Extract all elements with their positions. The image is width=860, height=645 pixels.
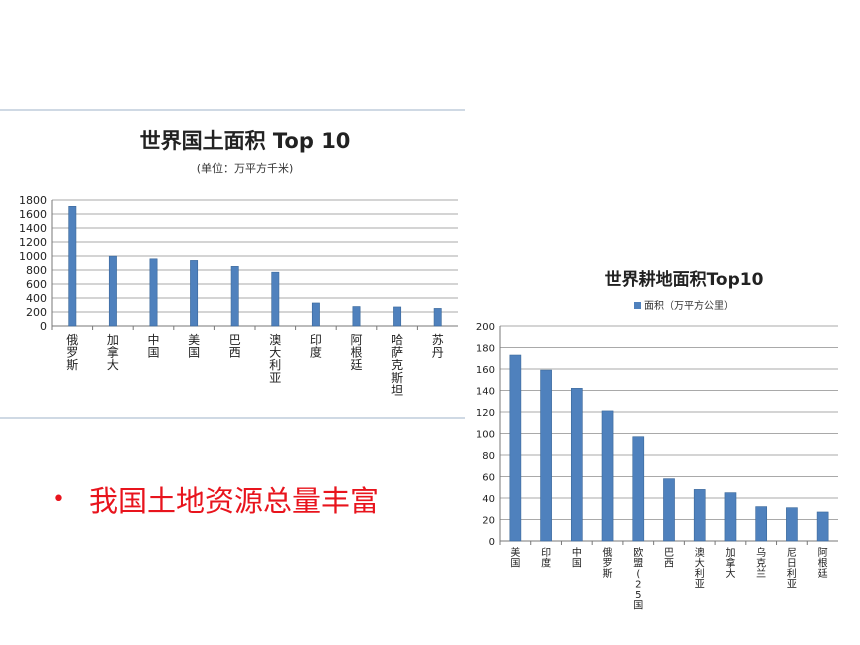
chart1-y-tick-label: 1200 — [19, 236, 47, 249]
chart1-y-tick-label: 800 — [26, 264, 47, 277]
chart2-category-label: 俄罗斯 — [603, 547, 613, 580]
chart1-bar — [272, 272, 279, 326]
land-area-chart: 世界国土面积 Top 10 (单位：万平方千米) 020040060080010… — [0, 100, 465, 420]
chart2-y-tick-label: 80 — [482, 451, 495, 462]
chart2-y-tick-label: 160 — [476, 365, 495, 376]
chart2-bar — [725, 493, 736, 541]
chart1-y-tick-label: 1400 — [19, 222, 47, 235]
arable-land-chart: 世界耕地面积Top10 面积（万平方公里） 0 20 40 60 80 100 120 140… — [462, 255, 847, 610]
chart1-bar — [312, 303, 319, 326]
chart1-y-tick-label: 1800 — [19, 194, 47, 207]
chart1-bar — [150, 259, 157, 326]
chart1-category-label: 中国 — [147, 332, 159, 360]
chart2-bar — [510, 355, 521, 541]
chart1-category-label: 阿根廷 — [350, 333, 362, 372]
chart1-y-tick-label: 1600 — [19, 208, 47, 221]
chart2-y-tick-label: 20 — [482, 516, 495, 527]
bullet-dot: • — [52, 487, 65, 512]
chart1-subtitle: (单位：万平方千米) — [197, 161, 294, 175]
chart2-y-tick-label: 180 — [476, 344, 495, 355]
chart2-category-label: 美国 — [510, 546, 520, 570]
chart2-category-label: 中国 — [572, 546, 582, 570]
bullet-text: 我国土地资源总量丰富 — [89, 478, 379, 520]
chart1-category-label: 澳大利亚 — [269, 333, 281, 385]
chart2-bar — [786, 508, 797, 541]
chart2-y-tick-label: 140 — [476, 387, 495, 398]
chart1-title: 世界国土面积 Top 10 — [140, 129, 351, 153]
bullet-point: • 我国土地资源总量丰富 — [52, 478, 379, 520]
chart2-y-tick-label: 60 — [482, 473, 495, 484]
chart2-y-tick-label: 120 — [476, 408, 495, 419]
chart1-category-label: 巴西 — [229, 333, 241, 360]
chart1-bar — [353, 307, 360, 326]
chart1-category-label: 苏丹 — [432, 333, 444, 360]
chart1-category-label: 印度 — [310, 333, 322, 360]
chart1-bar — [109, 256, 116, 326]
chart1-category-label: 美国 — [188, 333, 200, 360]
chart1-y-tick-label: 0 — [40, 320, 47, 333]
chart1-category-label: 俄罗斯 — [66, 333, 78, 372]
chart2-bar — [571, 388, 582, 541]
chart2-y-tick-label: 200 — [476, 322, 495, 333]
chart2-bar — [663, 479, 674, 541]
chart2-category-label: 欧盟(25国) — [633, 547, 643, 610]
chart1-y-tick-label: 600 — [26, 278, 47, 291]
chart1-bar — [190, 260, 197, 326]
chart2-category-label: 尼日利亚 — [787, 547, 797, 591]
chart2-category-label: 乌克兰 — [756, 546, 766, 580]
chart2-title: 世界耕地面积Top10 — [605, 269, 764, 290]
chart2-category-label: 阿根廷 — [818, 547, 828, 580]
chart2-category-label: 澳大利亚 — [695, 546, 705, 591]
chart2-bar — [633, 437, 644, 541]
chart1-category-label: 加拿大 — [107, 333, 119, 372]
chart2-bar — [694, 489, 705, 541]
chart1-bar — [69, 206, 76, 326]
chart2-legend-swatch — [634, 302, 641, 309]
chart1-bar — [231, 266, 238, 326]
chart2-y-tick-label: 0 — [489, 537, 495, 548]
chart2-category-label: 巴西 — [664, 547, 674, 570]
chart2-bar — [541, 370, 552, 541]
chart1-bar — [393, 307, 400, 326]
chart2-legend-label: 面积（万平方公里） — [644, 299, 734, 312]
chart2-y-tick-label: 100 — [476, 430, 495, 441]
chart2-bar — [602, 411, 613, 541]
chart2-bar — [756, 507, 767, 541]
chart1-category-label: 哈萨克斯坦 — [391, 333, 403, 397]
chart2-bar — [817, 512, 828, 541]
chart1-y-tick-label: 400 — [26, 292, 47, 305]
chart1-y-tick-label: 1000 — [19, 250, 47, 263]
chart2-y-tick-label: 40 — [482, 494, 495, 505]
chart1-y-tick-label: 200 — [26, 306, 47, 319]
chart2-category-label: 加拿大 — [725, 547, 735, 580]
chart2-category-label: 印度 — [541, 547, 551, 570]
chart1-bar — [434, 308, 441, 326]
